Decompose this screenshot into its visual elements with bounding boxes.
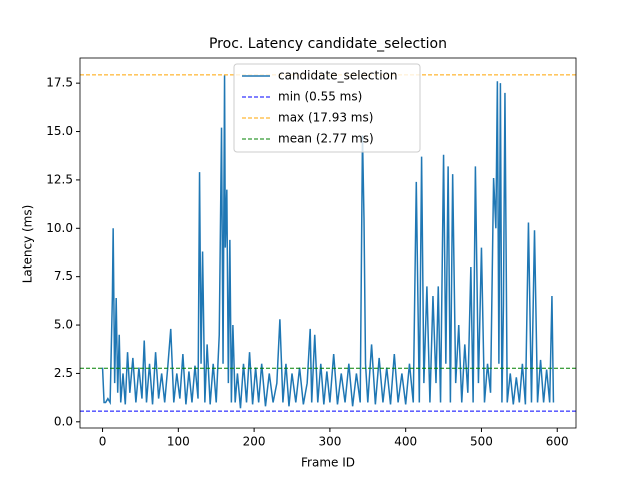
y-tick-label: 10.0 xyxy=(46,221,73,235)
legend-label: candidate_selection xyxy=(278,69,398,83)
y-axis-label: Latency (ms) xyxy=(21,205,35,284)
plot-frame xyxy=(79,57,577,429)
y-tick-label: 15.0 xyxy=(46,124,73,138)
x-tick-label: 500 xyxy=(470,435,493,449)
legend-label: max (17.93 ms) xyxy=(278,111,373,125)
x-tick-label: 100 xyxy=(167,435,190,449)
y-tick-label: 0.0 xyxy=(54,414,73,428)
y-tick-label: 12.5 xyxy=(46,172,73,186)
legend-box xyxy=(233,63,421,153)
y-tick-label: 17.5 xyxy=(46,76,73,90)
y-tick-label: 2.5 xyxy=(54,366,73,380)
legend-label: min (0.55 ms) xyxy=(278,90,362,104)
series-line xyxy=(101,75,555,409)
chart-title: Proc. Latency candidate_selection xyxy=(209,36,447,52)
x-axis-label: Frame ID xyxy=(301,456,355,470)
x-tick-label: 400 xyxy=(394,435,417,449)
x-tick-label: 600 xyxy=(546,435,569,449)
y-tick-label: 7.5 xyxy=(54,269,73,283)
legend-label: mean (2.77 ms) xyxy=(278,132,374,146)
y-tick-label: 5.0 xyxy=(54,318,73,332)
x-tick-label: 0 xyxy=(99,435,107,449)
x-tick-label: 300 xyxy=(318,435,341,449)
x-tick-label: 200 xyxy=(243,435,266,449)
